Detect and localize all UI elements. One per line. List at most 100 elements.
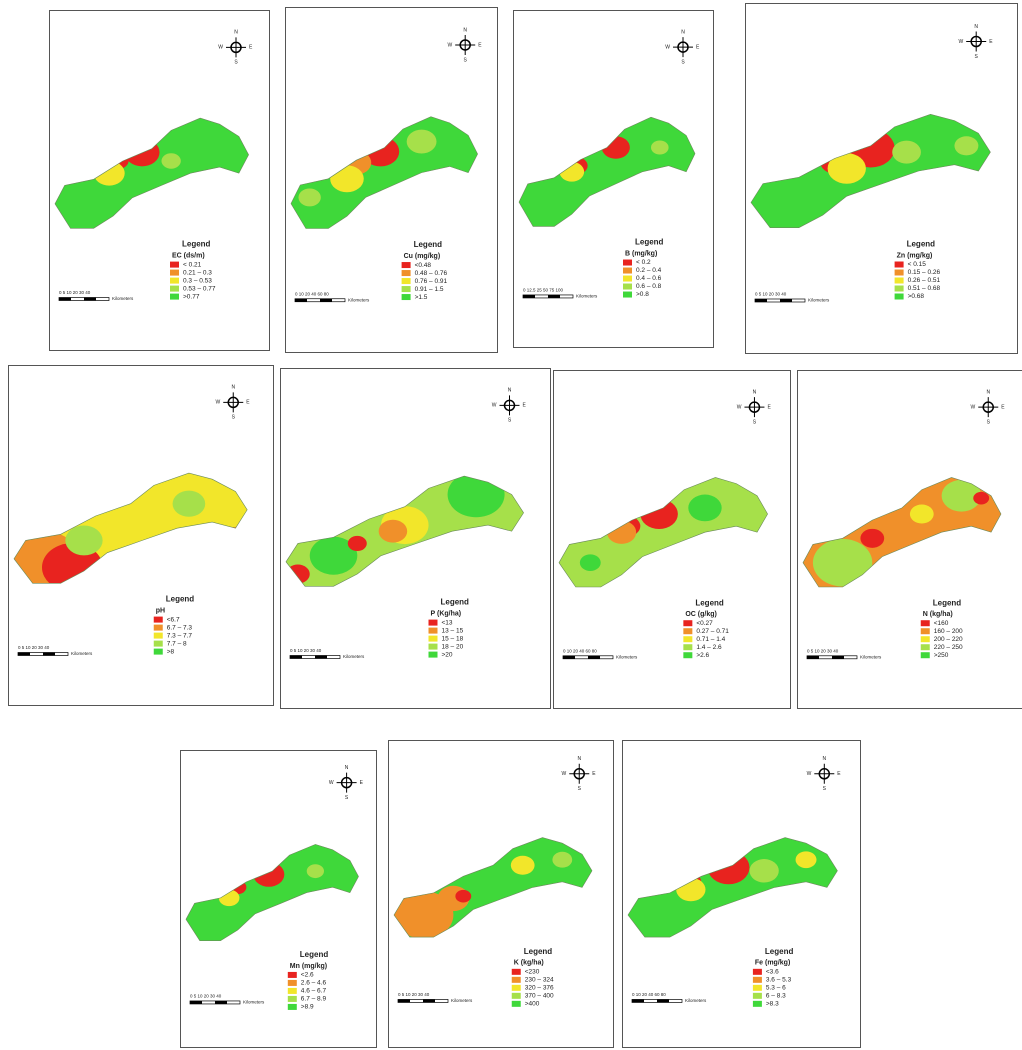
legend-swatch	[512, 993, 521, 999]
scale-bar-fill	[832, 656, 844, 659]
scale-labels: 0 5 10 20 30 40	[18, 645, 50, 650]
legend-swatch	[170, 270, 179, 276]
legend-swatch	[288, 996, 297, 1002]
legend-label: < 0.21	[183, 261, 202, 268]
legend-label: 370 – 400	[525, 993, 554, 1000]
legend-swatch	[170, 262, 179, 268]
legend-swatch	[170, 286, 179, 292]
legend-heading: Legend	[524, 947, 553, 956]
compass-label: W	[329, 780, 334, 786]
legend-label: 0.76 – 0.91	[415, 278, 448, 285]
legend-swatch	[512, 985, 521, 991]
scale-labels: 0 5 10 20 30 40	[398, 992, 430, 997]
scale-unit: Kilometers	[343, 654, 365, 659]
legend-swatch	[683, 644, 692, 650]
map-zone	[298, 188, 320, 206]
legend-swatch	[623, 268, 632, 274]
legend-swatch	[753, 985, 762, 991]
scale-labels: 0 5 10 20 30 40	[190, 994, 222, 999]
legend-label: 0.26 – 0.51	[908, 277, 941, 284]
compass-label: N	[753, 390, 757, 396]
legend-label: 2.6 – 4.6	[301, 980, 327, 987]
legend-label: 6.7 – 8.9	[301, 996, 327, 1003]
legend-label: 0.3 – 0.53	[183, 277, 212, 284]
legend-swatch	[170, 278, 179, 284]
legend-label: 6.7 – 7.3	[167, 624, 193, 631]
compass-label: N	[508, 388, 512, 394]
legend-label: >2.6	[696, 652, 709, 659]
legend-swatch	[154, 617, 163, 623]
map-zone	[307, 864, 324, 878]
legend-swatch	[154, 625, 163, 631]
legend-label: 0.4 – 0.6	[636, 275, 662, 282]
legend-label: 0.71 – 1.4	[696, 636, 725, 643]
compass-label: W	[807, 771, 812, 777]
legend-swatch	[895, 262, 904, 268]
scale-bar-fill	[215, 1001, 227, 1004]
scale-bar-fill	[632, 999, 644, 1002]
legend-swatch	[402, 278, 411, 284]
legend-swatch	[921, 628, 930, 634]
legend-swatch	[683, 628, 692, 634]
legend-label: 0.15 – 0.26	[908, 269, 941, 276]
map-zone	[379, 520, 408, 543]
map-figure: NSEWLegendEC (ds/m)< 0.210.21 – 0.30.3 –…	[0, 0, 1022, 1050]
legend-heading: Legend	[166, 595, 195, 604]
legend-label: 0.51 – 0.68	[908, 285, 941, 292]
legend-swatch	[288, 1004, 297, 1010]
compass-label: W	[971, 405, 976, 411]
scale-unit: Kilometers	[451, 998, 473, 1003]
scale-unit: Kilometers	[860, 654, 882, 659]
legend-swatch	[753, 969, 762, 975]
legend-label: 4.6 – 6.7	[301, 988, 327, 995]
scale-bar-fill	[190, 1001, 202, 1004]
legend-label: < 0.2	[636, 259, 651, 266]
legend-label: 160 – 200	[934, 628, 963, 635]
legend-label: 0.6 – 0.8	[636, 283, 662, 290]
scale-labels: 0 10 20 40 60 80	[632, 992, 666, 997]
scale-labels: 0 5 10 20 30 40	[807, 648, 839, 653]
scale-bar-fill	[588, 656, 600, 659]
compass-label: W	[492, 403, 497, 409]
scale-labels: 0 12.5 25 50 75 100	[523, 288, 564, 293]
scale-unit: Kilometers	[808, 298, 830, 303]
scale-bar-fill	[398, 999, 410, 1002]
legend-label: >250	[934, 652, 949, 659]
legend-swatch	[402, 294, 411, 300]
legend-label: 0.53 – 0.77	[183, 285, 216, 292]
legend-label: <0.27	[696, 620, 713, 627]
compass-label: N	[974, 24, 978, 30]
compass-label: W	[447, 42, 452, 48]
compass-label: W	[958, 39, 963, 45]
scale-unit: Kilometers	[243, 1000, 265, 1005]
compass-label: N	[822, 756, 826, 762]
legend-heading: Legend	[300, 950, 329, 959]
legend-swatch	[429, 620, 438, 626]
compass-label: W	[562, 771, 567, 777]
scale-unit: Kilometers	[685, 998, 707, 1003]
scale-bar-fill	[18, 653, 30, 656]
scale-bar-fill	[43, 653, 55, 656]
legend-swatch	[623, 276, 632, 282]
legend-heading: Legend	[414, 240, 443, 249]
legend-swatch	[429, 644, 438, 650]
compass-label: N	[577, 756, 581, 762]
legend-label: 220 – 250	[934, 644, 963, 651]
scale-unit: Kilometers	[71, 651, 93, 656]
legend-swatch	[402, 286, 411, 292]
scale-unit: Kilometers	[616, 654, 638, 659]
compass-label: N	[345, 765, 349, 771]
legend-title: OC (g/kg)	[685, 611, 717, 618]
legend-label: <160	[934, 620, 949, 627]
legend-title: EC (ds/m)	[172, 252, 205, 259]
legend-label: 200 – 220	[934, 636, 963, 643]
legend-swatch	[429, 636, 438, 642]
scale-bar-fill	[755, 299, 767, 302]
legend-swatch	[895, 286, 904, 292]
legend-label: < 0.15	[908, 261, 927, 268]
legend-swatch	[402, 262, 411, 268]
